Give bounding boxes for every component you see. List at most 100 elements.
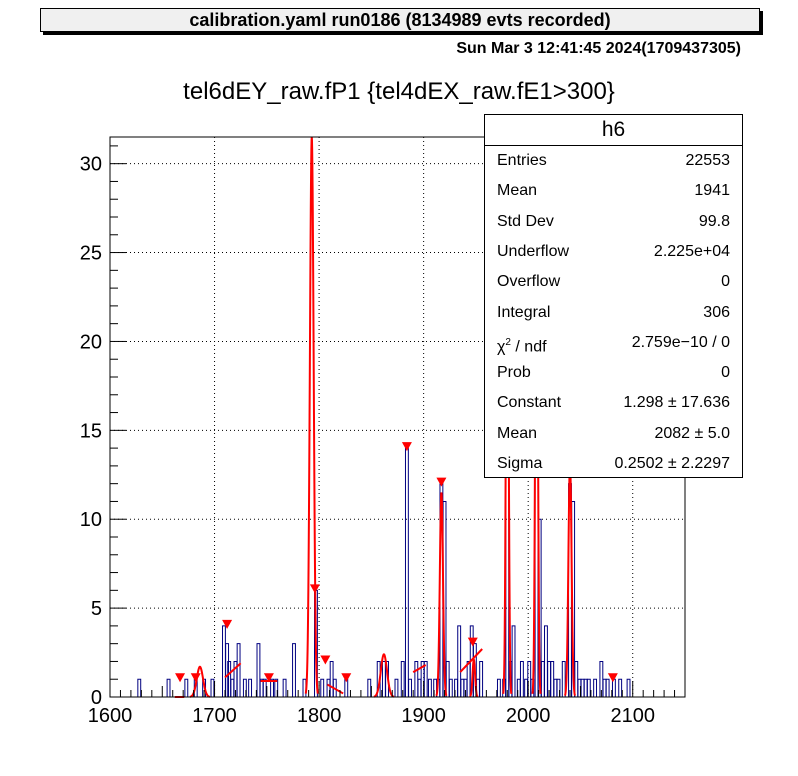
histogram-bin — [367, 678, 372, 697]
histogram-bin — [417, 678, 422, 697]
fit-segment — [224, 662, 242, 679]
y-tick-label: 5 — [91, 598, 102, 620]
histogram-bin — [236, 643, 241, 697]
histogram-bin — [274, 678, 279, 697]
date-stamp: Sun Mar 3 12:41:45 2024(1709437305) — [456, 40, 741, 57]
histogram-bin — [166, 678, 171, 697]
peak-marker — [436, 477, 447, 487]
histogram-bin — [222, 625, 226, 697]
histogram-bin — [519, 660, 524, 697]
stats-key: Std Dev — [497, 212, 554, 230]
stats-row: Sigma 0.2502 ± 2.2297 — [497, 454, 730, 474]
peak-marker — [222, 619, 233, 629]
x-tick-label: 1900 — [401, 705, 446, 727]
file-banner: calibration.yaml run0186 (8134989 evts r… — [40, 8, 760, 32]
peak-marker — [401, 442, 412, 452]
histogram-bin — [248, 678, 253, 697]
x-tick-label: 2000 — [506, 705, 551, 727]
histogram-bin — [292, 643, 296, 697]
histogram-bin — [414, 660, 419, 697]
histogram-bin — [408, 678, 412, 697]
stats-key: Overflow — [497, 273, 561, 291]
histogram-bin — [602, 678, 607, 697]
peak-marker — [263, 673, 274, 683]
x-tick-label: 1600 — [88, 705, 133, 727]
histogram-bin — [225, 643, 230, 697]
fit-segment — [326, 683, 344, 695]
histogram-bin — [400, 660, 405, 697]
stats-row: Constant 1.298 ± 17.636 — [497, 393, 730, 413]
fit-segment — [412, 664, 427, 673]
stats-value: 0.2502 ± 2.2297 — [614, 455, 730, 472]
histogram-bin — [593, 678, 598, 697]
histogram-bin — [329, 660, 334, 697]
fit-curve — [564, 462, 576, 696]
histogram-bin — [137, 678, 142, 697]
histogram-bin — [404, 447, 409, 697]
stats-row: Mean 1941 — [497, 181, 730, 201]
stats-row: Prob 0 — [497, 363, 730, 383]
fit-curve — [189, 665, 211, 698]
stats-value: 22553 — [685, 152, 731, 169]
histogram-bin — [605, 678, 610, 697]
peak-marker — [190, 673, 201, 683]
y-tick-label: 25 — [80, 243, 102, 265]
stats-key: Mean — [497, 182, 538, 200]
histogram-bin — [524, 678, 529, 697]
stats-row: Mean 2082 ± 5.0 — [497, 424, 730, 444]
stats-value: 1.298 ± 17.636 — [623, 394, 730, 412]
stats-key: Integral — [497, 303, 551, 321]
histogram-bin — [550, 660, 555, 697]
histogram-bin — [227, 660, 232, 697]
histogram-bin — [270, 678, 274, 697]
histogram-bin — [556, 678, 561, 697]
stats-row: Entries 22553 — [497, 151, 730, 171]
x-tick-label: 2100 — [610, 705, 655, 727]
peak-marker — [175, 673, 186, 683]
stats-value: 1941 — [694, 182, 730, 200]
histogram-bin — [460, 678, 465, 697]
histogram-bin — [496, 678, 501, 697]
histogram-bin — [540, 660, 545, 697]
histogram-bin — [320, 678, 325, 697]
stats-value: 2.759e−10 / 0 — [631, 333, 730, 351]
peak-marker — [320, 655, 331, 665]
histogram-bin — [544, 625, 548, 697]
stats-key: χ2 / ndf — [497, 336, 547, 356]
fit-segment — [459, 648, 483, 673]
y-tick-label: 15 — [80, 420, 102, 442]
histogram-bin — [427, 678, 432, 697]
histogram-bin — [561, 660, 566, 697]
y-tick-label: 0 — [91, 687, 102, 709]
histogram-bin — [466, 660, 471, 697]
stats-value: 2.225e+04 — [653, 242, 730, 260]
peak-marker — [467, 637, 478, 647]
histogram-bin — [184, 678, 189, 697]
histogram-bin — [626, 678, 631, 697]
histogram-bin — [457, 625, 462, 697]
stats-key: Underflow — [497, 242, 570, 260]
y-tick-label: 30 — [80, 154, 102, 176]
stats-row: Std Dev 99.8 — [497, 212, 730, 232]
histogram-bin — [479, 660, 484, 697]
histogram-bin — [553, 678, 558, 697]
stats-row: Overflow 0 — [497, 272, 730, 292]
histogram-bin — [262, 678, 267, 697]
histogram-bin — [618, 678, 623, 697]
stats-value: 0 — [721, 273, 730, 291]
stats-value: 2082 ± 5.0 — [654, 424, 730, 442]
stats-histogram-name: h6 — [485, 115, 742, 146]
peak-marker — [341, 673, 352, 683]
fit-curve — [435, 492, 448, 697]
stats-key: Prob — [497, 364, 531, 382]
histogram-bin — [256, 643, 261, 697]
stats-key: Entries — [497, 152, 547, 169]
histogram-bin — [394, 678, 399, 697]
histogram-bin — [511, 625, 516, 697]
y-tick-label: 20 — [80, 331, 102, 353]
histogram-bin — [381, 660, 386, 697]
stats-value: 306 — [703, 303, 730, 321]
stats-row: Underflow 2.225e+04 — [497, 242, 730, 262]
x-tick-label: 1700 — [192, 705, 237, 727]
stats-key: Constant — [497, 394, 562, 412]
